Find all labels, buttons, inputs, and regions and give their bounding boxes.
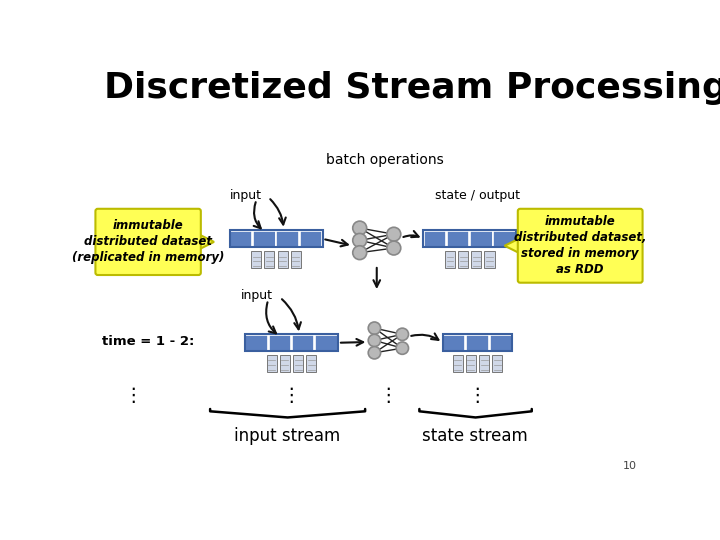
Text: ⋮: ⋮ — [123, 387, 143, 406]
Text: input stream: input stream — [235, 427, 341, 445]
Bar — [423, 231, 516, 247]
Circle shape — [387, 241, 401, 255]
Bar — [467, 335, 489, 351]
Text: ⋮: ⋮ — [379, 387, 398, 406]
Bar — [230, 231, 323, 247]
Bar — [466, 355, 476, 372]
Text: 10: 10 — [623, 461, 637, 471]
Bar — [485, 251, 495, 268]
Circle shape — [396, 342, 408, 354]
Bar — [293, 355, 303, 372]
Bar — [245, 334, 338, 351]
Text: immutable
distributed dataset,
stored in memory
as RDD: immutable distributed dataset, stored in… — [514, 215, 647, 276]
Circle shape — [353, 246, 366, 260]
Bar — [264, 251, 274, 268]
Bar — [453, 355, 463, 372]
Text: input: input — [241, 289, 273, 302]
Bar — [443, 335, 466, 351]
Text: Discretized Stream Processing: Discretized Stream Processing — [104, 71, 720, 105]
Circle shape — [368, 347, 381, 359]
Text: input: input — [230, 189, 261, 202]
Bar — [492, 355, 503, 372]
Bar — [276, 231, 299, 247]
Bar — [246, 335, 268, 351]
Bar — [230, 231, 253, 247]
Bar — [280, 355, 290, 372]
Bar — [277, 251, 287, 268]
Bar — [470, 231, 492, 247]
Bar — [423, 231, 446, 247]
Bar — [266, 355, 276, 372]
Text: ⋮: ⋮ — [282, 387, 301, 406]
Bar — [253, 231, 276, 247]
Text: batch operations: batch operations — [325, 153, 444, 167]
Bar — [490, 335, 512, 351]
Circle shape — [387, 227, 401, 241]
Bar — [291, 251, 301, 268]
Bar — [315, 335, 338, 351]
FancyBboxPatch shape — [518, 209, 642, 283]
FancyBboxPatch shape — [96, 209, 201, 275]
Bar — [300, 231, 322, 247]
Text: state stream: state stream — [423, 427, 528, 445]
Circle shape — [396, 328, 408, 340]
Bar — [306, 355, 316, 372]
Polygon shape — [505, 238, 520, 253]
Bar — [493, 231, 516, 247]
Circle shape — [353, 221, 366, 235]
Circle shape — [353, 233, 366, 247]
Bar — [443, 334, 513, 351]
Bar — [458, 251, 468, 268]
Bar — [447, 231, 469, 247]
Bar — [445, 251, 455, 268]
Text: time = 1 - 2:: time = 1 - 2: — [102, 335, 194, 348]
Text: ⋮: ⋮ — [468, 387, 487, 406]
Bar — [251, 251, 261, 268]
Text: state / output: state / output — [435, 189, 520, 202]
Circle shape — [368, 322, 381, 334]
Text: immutable
distributed dataset
(replicated in memory): immutable distributed dataset (replicate… — [72, 219, 225, 265]
Bar — [269, 335, 291, 351]
Bar — [292, 335, 315, 351]
Bar — [472, 251, 482, 268]
Polygon shape — [199, 234, 214, 249]
Bar — [479, 355, 489, 372]
Circle shape — [368, 334, 381, 347]
